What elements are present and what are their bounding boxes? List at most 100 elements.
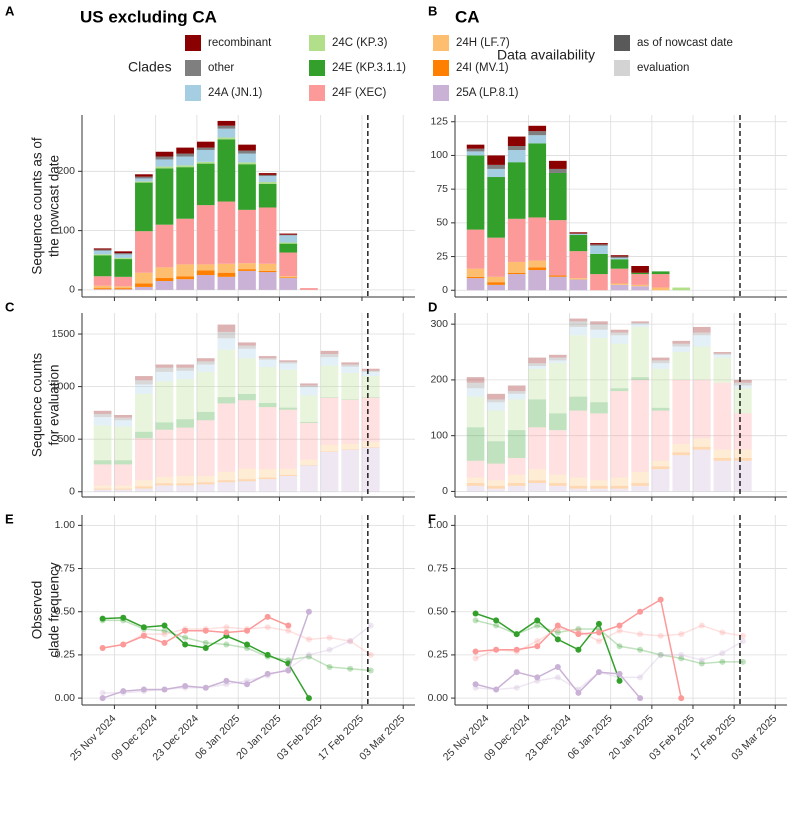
legend-label: recombinant [208,37,272,49]
bar-segment [590,485,608,489]
bar-segment [590,324,608,330]
bar-segment [135,178,153,182]
bar-segment [114,426,133,461]
bar-segment [466,388,485,397]
point [182,683,189,689]
bar-segment [528,125,547,132]
bar-segment [135,438,153,481]
bar-segment [610,488,629,492]
bar-segment [279,360,298,362]
bar-segment [651,407,670,411]
bar-segment [93,425,112,461]
point [657,651,664,658]
bar-segment [217,482,236,492]
bar-segment [549,220,567,276]
point [554,674,561,681]
bar-segment [631,379,649,472]
bar-segment [610,329,629,333]
bar-segment [279,277,298,279]
bar-segment [692,379,711,439]
y-tick-label: 0.25 [55,649,76,661]
bar-segment [217,331,236,339]
bar-segment [238,270,256,290]
bar-segment [528,260,547,268]
bar-segment [590,488,608,492]
bar-segment [341,399,360,444]
bar-segment [176,419,194,428]
bar-segment [610,332,629,336]
bar-segment [361,447,380,492]
bar-segment [569,251,588,279]
point [637,608,644,615]
bar-segment [713,353,732,355]
bar-segment [176,279,194,290]
line [475,612,621,682]
point [223,629,230,636]
bar-segment [155,280,174,290]
bar-segment [300,464,318,466]
bar-segment [93,288,112,290]
bar-segment [114,259,133,277]
point [595,669,602,676]
bar-segment [114,257,133,260]
point [305,653,312,660]
bar-segment [300,383,318,386]
bar-segment [196,484,215,492]
bar-segment [135,272,153,284]
bar-segment [176,485,194,492]
bar-segment [713,457,732,461]
bar-segment [196,475,215,483]
bar-segment [176,364,194,368]
bar-segment [279,474,298,476]
bar-segment [528,357,547,364]
bar-segment [114,420,133,427]
bar-segment [155,477,174,484]
bar-segment [135,393,153,432]
bar-segment [114,464,133,486]
bar-segment [176,276,194,280]
bar-segment [569,232,588,234]
bar-segment [341,372,360,400]
panel-label: A [5,3,15,18]
bar-segment [734,413,752,450]
bar-segment [651,466,670,470]
bar-segment [196,161,215,164]
bar-segment [320,354,339,358]
point [575,689,582,696]
bar-segment [528,365,547,369]
bar-segment [320,451,339,492]
bar-segment [238,144,256,151]
bar-segment [114,286,133,289]
panel-label: B [428,3,437,18]
bar-segment [507,385,526,392]
bar-segment [528,483,547,492]
point [678,695,685,702]
point [637,631,644,638]
legend-label: 24H (LF.7) [456,37,510,49]
bar-segment [300,465,318,492]
bar-segment [651,410,670,461]
bar-segment [549,160,567,169]
bar-segment [487,441,505,464]
bar-segment [258,479,277,492]
bar-segment [692,438,711,447]
bar-segment [196,361,215,365]
bar-segment [196,275,215,290]
bar-segment [238,393,256,401]
bar-segment [238,263,256,270]
bar-segment [93,485,112,489]
bar-segment [217,272,236,277]
bar-segment [93,464,112,486]
point [161,622,168,629]
bar-segment [610,388,629,392]
point [305,695,312,702]
legend-label: 24A (JN.1) [208,87,262,99]
bar-segment [549,483,567,486]
bar-segment [176,167,194,219]
bar-segment [176,147,194,154]
point [678,651,685,658]
bar-segment [528,368,547,400]
y-axis-title: for evaluation [47,364,62,445]
bar-segment [569,485,588,489]
point [719,629,726,636]
